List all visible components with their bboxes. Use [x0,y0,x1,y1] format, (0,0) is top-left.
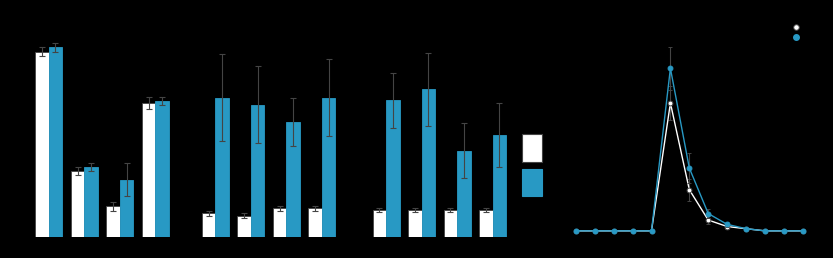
Bar [372,210,386,237]
Bar [521,169,542,196]
Bar [107,206,120,237]
Bar [215,98,229,237]
Bar [35,52,48,237]
Bar [322,98,336,237]
Bar [521,134,542,162]
Bar [386,100,400,237]
Bar [457,151,471,237]
Bar [479,210,493,237]
Legend:   ,   : , [788,24,809,41]
Bar [71,171,84,237]
Bar [493,135,506,237]
Bar [156,101,169,237]
Bar [120,180,133,237]
Bar [421,89,435,237]
Bar [84,167,97,237]
Bar [408,210,421,237]
Bar [142,103,156,237]
Bar [287,122,300,237]
Bar [308,208,322,237]
Bar [251,105,264,237]
Bar [48,47,62,237]
Bar [237,216,251,237]
Bar [273,208,287,237]
Bar [202,213,215,237]
Bar [444,210,457,237]
